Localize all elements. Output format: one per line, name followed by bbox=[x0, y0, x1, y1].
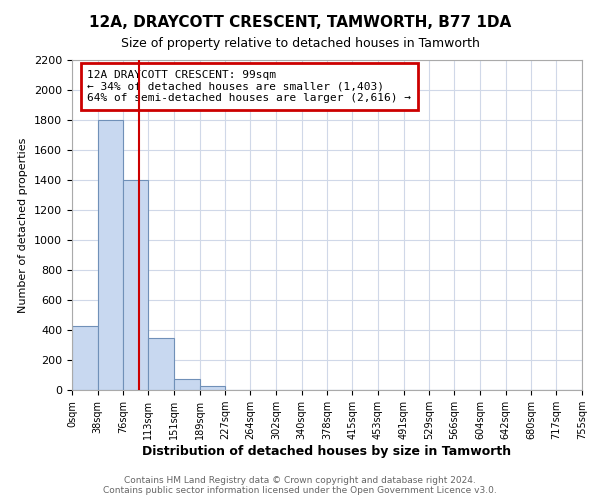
Text: 12A DRAYCOTT CRESCENT: 99sqm
← 34% of detached houses are smaller (1,403)
64% of: 12A DRAYCOTT CRESCENT: 99sqm ← 34% of de… bbox=[88, 70, 412, 103]
Y-axis label: Number of detached properties: Number of detached properties bbox=[19, 138, 28, 312]
Bar bbox=[200, 386, 226, 390]
Text: 12A, DRAYCOTT CRESCENT, TAMWORTH, B77 1DA: 12A, DRAYCOTT CRESCENT, TAMWORTH, B77 1D… bbox=[89, 15, 511, 30]
Bar bbox=[72, 326, 98, 390]
Text: Size of property relative to detached houses in Tamworth: Size of property relative to detached ho… bbox=[121, 38, 479, 51]
Bar bbox=[98, 120, 124, 390]
Bar bbox=[148, 338, 174, 390]
Text: Contains HM Land Registry data © Crown copyright and database right 2024.
Contai: Contains HM Land Registry data © Crown c… bbox=[103, 476, 497, 495]
Bar bbox=[174, 379, 200, 390]
Bar bbox=[124, 180, 148, 390]
X-axis label: Distribution of detached houses by size in Tamworth: Distribution of detached houses by size … bbox=[142, 445, 512, 458]
